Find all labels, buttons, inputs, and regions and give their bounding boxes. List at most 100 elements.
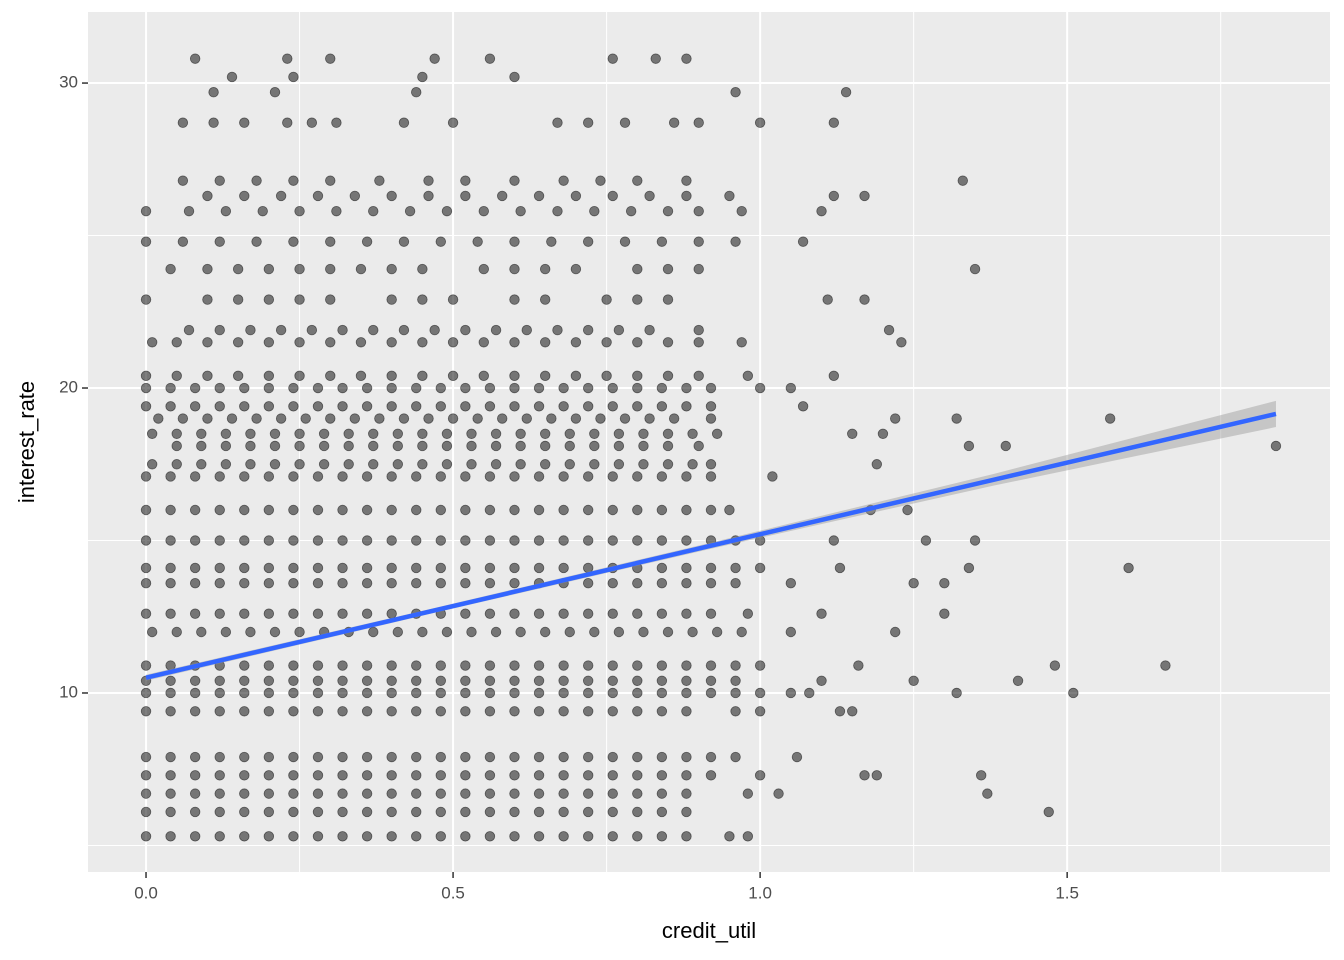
point: [509, 401, 520, 412]
point: [908, 675, 919, 686]
point: [478, 205, 489, 217]
point: [312, 608, 324, 619]
point: [263, 660, 275, 671]
point: [607, 770, 618, 781]
point: [681, 535, 692, 546]
point: [601, 294, 612, 305]
point: [232, 370, 244, 382]
point: [693, 236, 704, 247]
point: [251, 236, 262, 247]
point: [239, 675, 250, 686]
point: [539, 337, 551, 348]
point: [165, 687, 176, 699]
point: [306, 117, 318, 128]
point: [582, 706, 594, 717]
point: [189, 608, 201, 619]
point: [312, 687, 324, 699]
point: [165, 706, 176, 717]
point: [447, 370, 459, 382]
point: [509, 263, 520, 275]
point: [847, 706, 858, 717]
point: [490, 428, 502, 439]
point: [539, 294, 551, 305]
point: [582, 471, 594, 482]
point: [742, 370, 754, 382]
point: [386, 577, 397, 589]
point: [484, 660, 496, 671]
point: [294, 370, 305, 382]
point: [361, 687, 373, 699]
point: [632, 471, 643, 482]
point: [656, 788, 668, 799]
point: [189, 382, 201, 394]
point: [546, 236, 557, 247]
points: [140, 53, 1282, 842]
point: [263, 382, 275, 394]
point: [754, 660, 766, 671]
point: [822, 294, 833, 305]
point: [582, 675, 594, 686]
point: [239, 562, 250, 574]
point: [300, 413, 311, 424]
point: [306, 324, 318, 336]
point: [140, 608, 152, 619]
point: [656, 535, 668, 546]
point: [693, 370, 704, 382]
point: [386, 806, 397, 818]
point: [546, 413, 557, 424]
point: [325, 294, 336, 305]
point: [392, 626, 404, 638]
point: [804, 687, 815, 699]
point: [202, 337, 213, 348]
point: [533, 190, 545, 202]
point: [312, 471, 324, 482]
point: [582, 324, 594, 336]
point: [245, 324, 256, 336]
point: [466, 626, 477, 638]
point: [361, 675, 373, 686]
point: [558, 175, 569, 186]
point: [558, 504, 569, 516]
point: [140, 382, 152, 394]
point: [963, 440, 975, 452]
point: [877, 428, 889, 439]
point: [337, 562, 348, 574]
point: [705, 751, 717, 763]
point: [460, 770, 471, 781]
point: [202, 413, 213, 424]
point: [368, 324, 379, 336]
point: [589, 459, 600, 470]
point: [337, 504, 348, 516]
point: [693, 205, 704, 217]
point: [509, 175, 520, 186]
point: [435, 751, 446, 763]
point: [711, 626, 723, 638]
point: [312, 504, 324, 516]
point: [693, 337, 704, 348]
point: [681, 471, 692, 482]
point: [337, 401, 348, 412]
point: [239, 608, 250, 619]
point: [189, 788, 201, 799]
point: [816, 205, 827, 217]
point: [484, 471, 496, 482]
point: [361, 471, 373, 482]
point: [177, 175, 189, 186]
point: [417, 428, 428, 439]
point: [239, 401, 250, 412]
point: [165, 831, 176, 842]
point: [435, 806, 446, 818]
point: [472, 413, 483, 424]
point: [681, 770, 692, 781]
point: [466, 440, 477, 452]
point: [460, 324, 471, 336]
axes: 0.0 0.5 1.0 1.5 10 20 30: [59, 73, 1079, 903]
point: [681, 577, 692, 589]
point: [411, 87, 422, 98]
point: [202, 370, 213, 382]
point: [435, 831, 446, 842]
point: [411, 660, 422, 671]
point: [656, 806, 668, 818]
point: [816, 675, 827, 686]
point: [552, 117, 563, 128]
